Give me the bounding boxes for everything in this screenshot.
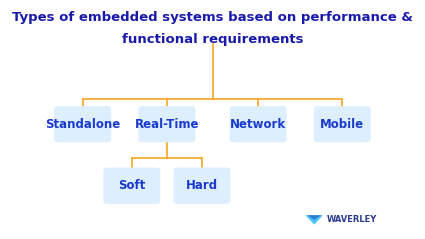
FancyBboxPatch shape: [230, 107, 286, 142]
Text: Soft: Soft: [118, 179, 145, 192]
Polygon shape: [307, 215, 321, 220]
Text: Network: Network: [230, 118, 286, 131]
FancyBboxPatch shape: [314, 107, 370, 142]
Text: Mobile: Mobile: [320, 118, 364, 131]
Text: functional requirements: functional requirements: [122, 33, 303, 46]
Polygon shape: [306, 215, 323, 225]
FancyBboxPatch shape: [104, 168, 160, 203]
FancyBboxPatch shape: [139, 107, 195, 142]
FancyBboxPatch shape: [174, 168, 230, 203]
Text: Hard: Hard: [186, 179, 218, 192]
Text: Types of embedded systems based on performance &: Types of embedded systems based on perfo…: [12, 11, 413, 24]
Text: Standalone: Standalone: [45, 118, 120, 131]
Text: WAVERLEY: WAVERLEY: [326, 215, 377, 224]
FancyBboxPatch shape: [55, 107, 111, 142]
Text: Real-Time: Real-Time: [135, 118, 199, 131]
